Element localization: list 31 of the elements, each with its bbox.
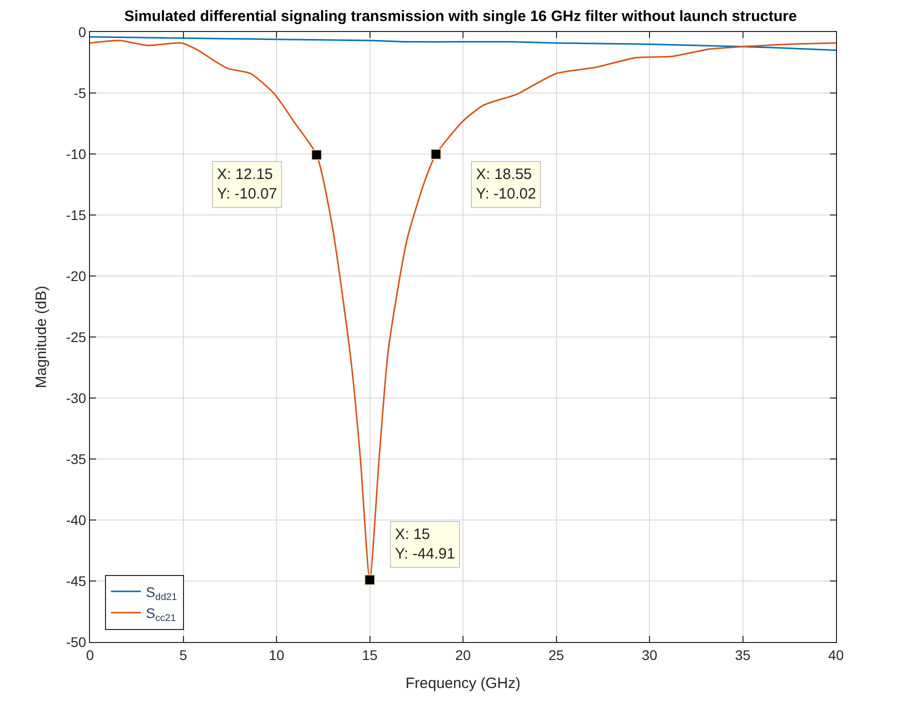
x-tick-label: 40 — [828, 646, 844, 663]
chart-title: Simulated differential signaling transmission with single 16 GHz filter without launch structure — [124, 8, 797, 26]
x-axis-title: Frequency (GHz) — [405, 674, 521, 692]
x-tick-label: 35 — [734, 646, 751, 663]
y-tick-label: -5 — [74, 84, 86, 101]
legend-label: S$_{cc21}$ — [146, 605, 176, 624]
y-tick-label: 0 — [78, 24, 86, 40]
y-tick-label: -15 — [66, 206, 86, 223]
y-tick-label: -35 — [66, 450, 86, 467]
y-tick-label: -40 — [66, 512, 86, 528]
point — [311, 149, 322, 160]
annotation: X: 15 Y: -44.91 — [395, 526, 456, 562]
x-tick-label: 20 — [455, 646, 471, 663]
annotation: X: 12.15 Y: -10.07 — [217, 166, 278, 202]
y-tick-label: -20 — [66, 268, 86, 284]
y-tick-label: -50 — [66, 634, 86, 650]
line-series — [90, 36, 836, 52]
y-tick-label: -45 — [66, 572, 86, 589]
x-tick-label: 30 — [642, 646, 658, 663]
y-tick-label: -10 — [66, 146, 86, 162]
x-tick-label: 15 — [362, 646, 378, 663]
x-tick-label: 5 — [179, 646, 188, 663]
x-tick-label: 10 — [268, 646, 284, 663]
y-tick-label: -25 — [66, 328, 86, 345]
annotation: X: 18.55 Y: -10.02 — [476, 166, 536, 202]
point — [430, 148, 442, 160]
point — [364, 574, 376, 586]
legend-label: S$_{dd21}$ — [146, 584, 178, 603]
y-axis-title: Magnitude (dB) — [33, 286, 50, 388]
y-tick-label: -30 — [66, 390, 86, 406]
x-tick-label: 25 — [548, 646, 564, 663]
